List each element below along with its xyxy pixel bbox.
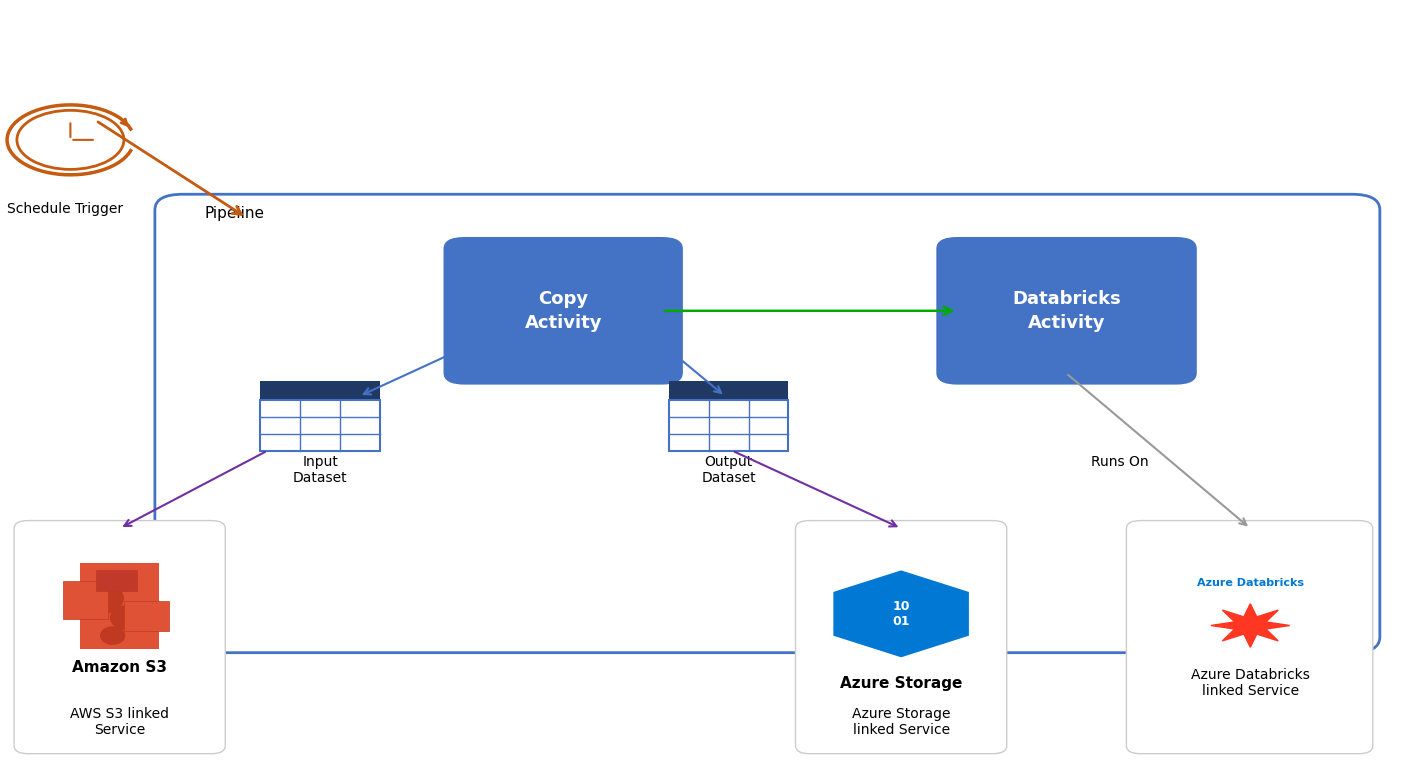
FancyBboxPatch shape	[96, 570, 137, 591]
FancyBboxPatch shape	[155, 194, 1380, 653]
Text: Azure Storage: Azure Storage	[841, 676, 962, 691]
Text: Output
Dataset: Output Dataset	[701, 455, 756, 485]
FancyBboxPatch shape	[260, 381, 380, 400]
Ellipse shape	[82, 583, 124, 614]
Text: 10
01: 10 01	[893, 600, 910, 628]
Text: AWS S3 linked
Service: AWS S3 linked Service	[70, 707, 169, 737]
FancyBboxPatch shape	[80, 563, 159, 649]
Text: Input
Dataset: Input Dataset	[293, 455, 348, 485]
Text: Runs On: Runs On	[1091, 455, 1149, 469]
FancyBboxPatch shape	[444, 237, 683, 385]
FancyBboxPatch shape	[936, 237, 1197, 385]
FancyBboxPatch shape	[63, 581, 108, 619]
Text: Azure Storage
linked Service: Azure Storage linked Service	[852, 707, 950, 737]
Text: Azure Databricks: Azure Databricks	[1197, 578, 1304, 587]
Text: Schedule Trigger: Schedule Trigger	[7, 202, 122, 216]
Circle shape	[17, 110, 124, 169]
FancyBboxPatch shape	[124, 601, 169, 631]
Text: Databricks
Activity: Databricks Activity	[1012, 290, 1121, 332]
FancyBboxPatch shape	[669, 400, 788, 451]
Text: Pipeline: Pipeline	[204, 207, 265, 221]
Text: Copy
Activity: Copy Activity	[524, 290, 603, 332]
FancyBboxPatch shape	[796, 521, 1007, 754]
FancyBboxPatch shape	[260, 400, 380, 451]
FancyBboxPatch shape	[669, 381, 788, 400]
Text: Amazon S3: Amazon S3	[72, 660, 168, 675]
FancyBboxPatch shape	[1126, 521, 1373, 754]
Polygon shape	[1211, 604, 1290, 647]
Polygon shape	[834, 571, 969, 657]
Text: Azure Databricks
linked Service: Azure Databricks linked Service	[1191, 668, 1309, 699]
Ellipse shape	[100, 626, 125, 645]
FancyBboxPatch shape	[14, 521, 225, 754]
Ellipse shape	[110, 605, 144, 630]
